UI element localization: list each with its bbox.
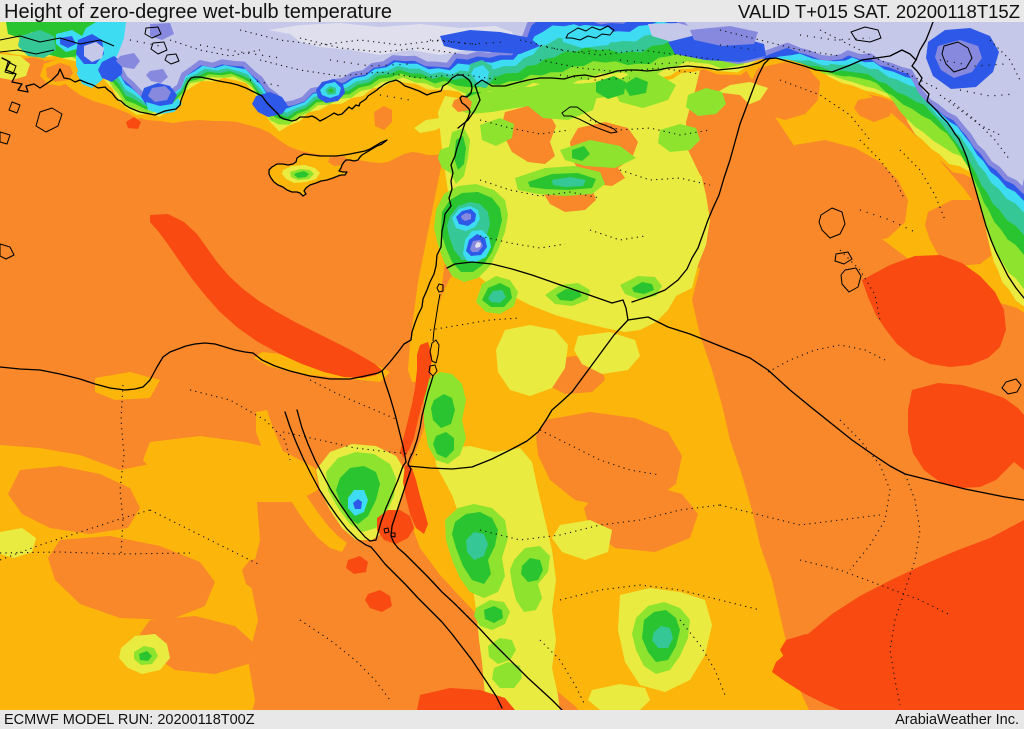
- svg-text:ECMWF MODEL RUN: 20200118T00Z: ECMWF MODEL RUN: 20200118T00Z: [4, 712, 255, 728]
- svg-text:ArabiaWeather Inc.: ArabiaWeather Inc.: [895, 712, 1019, 728]
- svg-text:VALID T+015 SAT. 20200118T15Z: VALID T+015 SAT. 20200118T15Z: [738, 1, 1020, 22]
- svg-text:Height of zero-degree wet-bulb: Height of zero-degree wet-bulb temperatu…: [4, 1, 392, 23]
